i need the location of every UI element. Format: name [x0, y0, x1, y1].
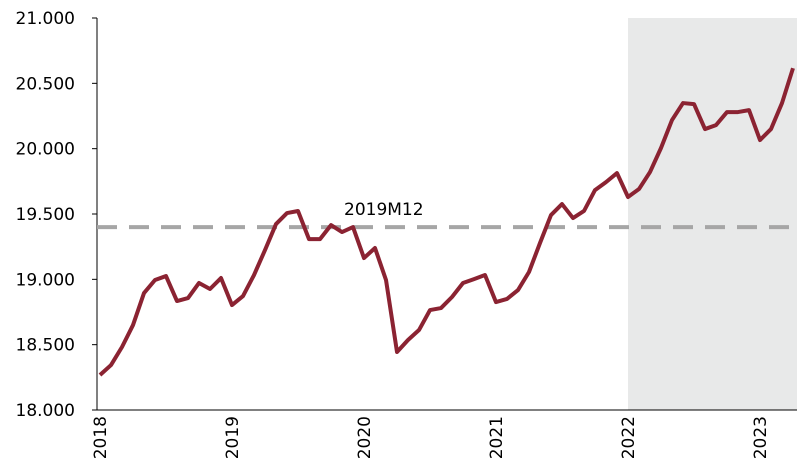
x-tick-label: 2020 — [355, 416, 375, 459]
x-tick-label: 2021 — [487, 416, 507, 459]
y-tick-label: 19.000 — [16, 270, 75, 290]
highlight-region — [628, 18, 797, 410]
y-tick-label: 20.000 — [16, 140, 75, 160]
y-tick-label: 20.500 — [16, 74, 75, 94]
series-line — [98, 67, 795, 377]
y-tick-label: 19.500 — [16, 205, 75, 225]
y-tick-label: 21.000 — [16, 9, 75, 29]
y-tick-label: 18.000 — [16, 401, 75, 421]
x-tick-label: 2019 — [223, 416, 243, 459]
reference-label: 2019M12 — [344, 200, 424, 220]
x-tick-label: 2022 — [619, 416, 639, 459]
x-tick-label: 2018 — [91, 416, 111, 459]
y-tick-label: 18.500 — [16, 336, 75, 356]
x-tick-label: 2023 — [751, 416, 771, 459]
